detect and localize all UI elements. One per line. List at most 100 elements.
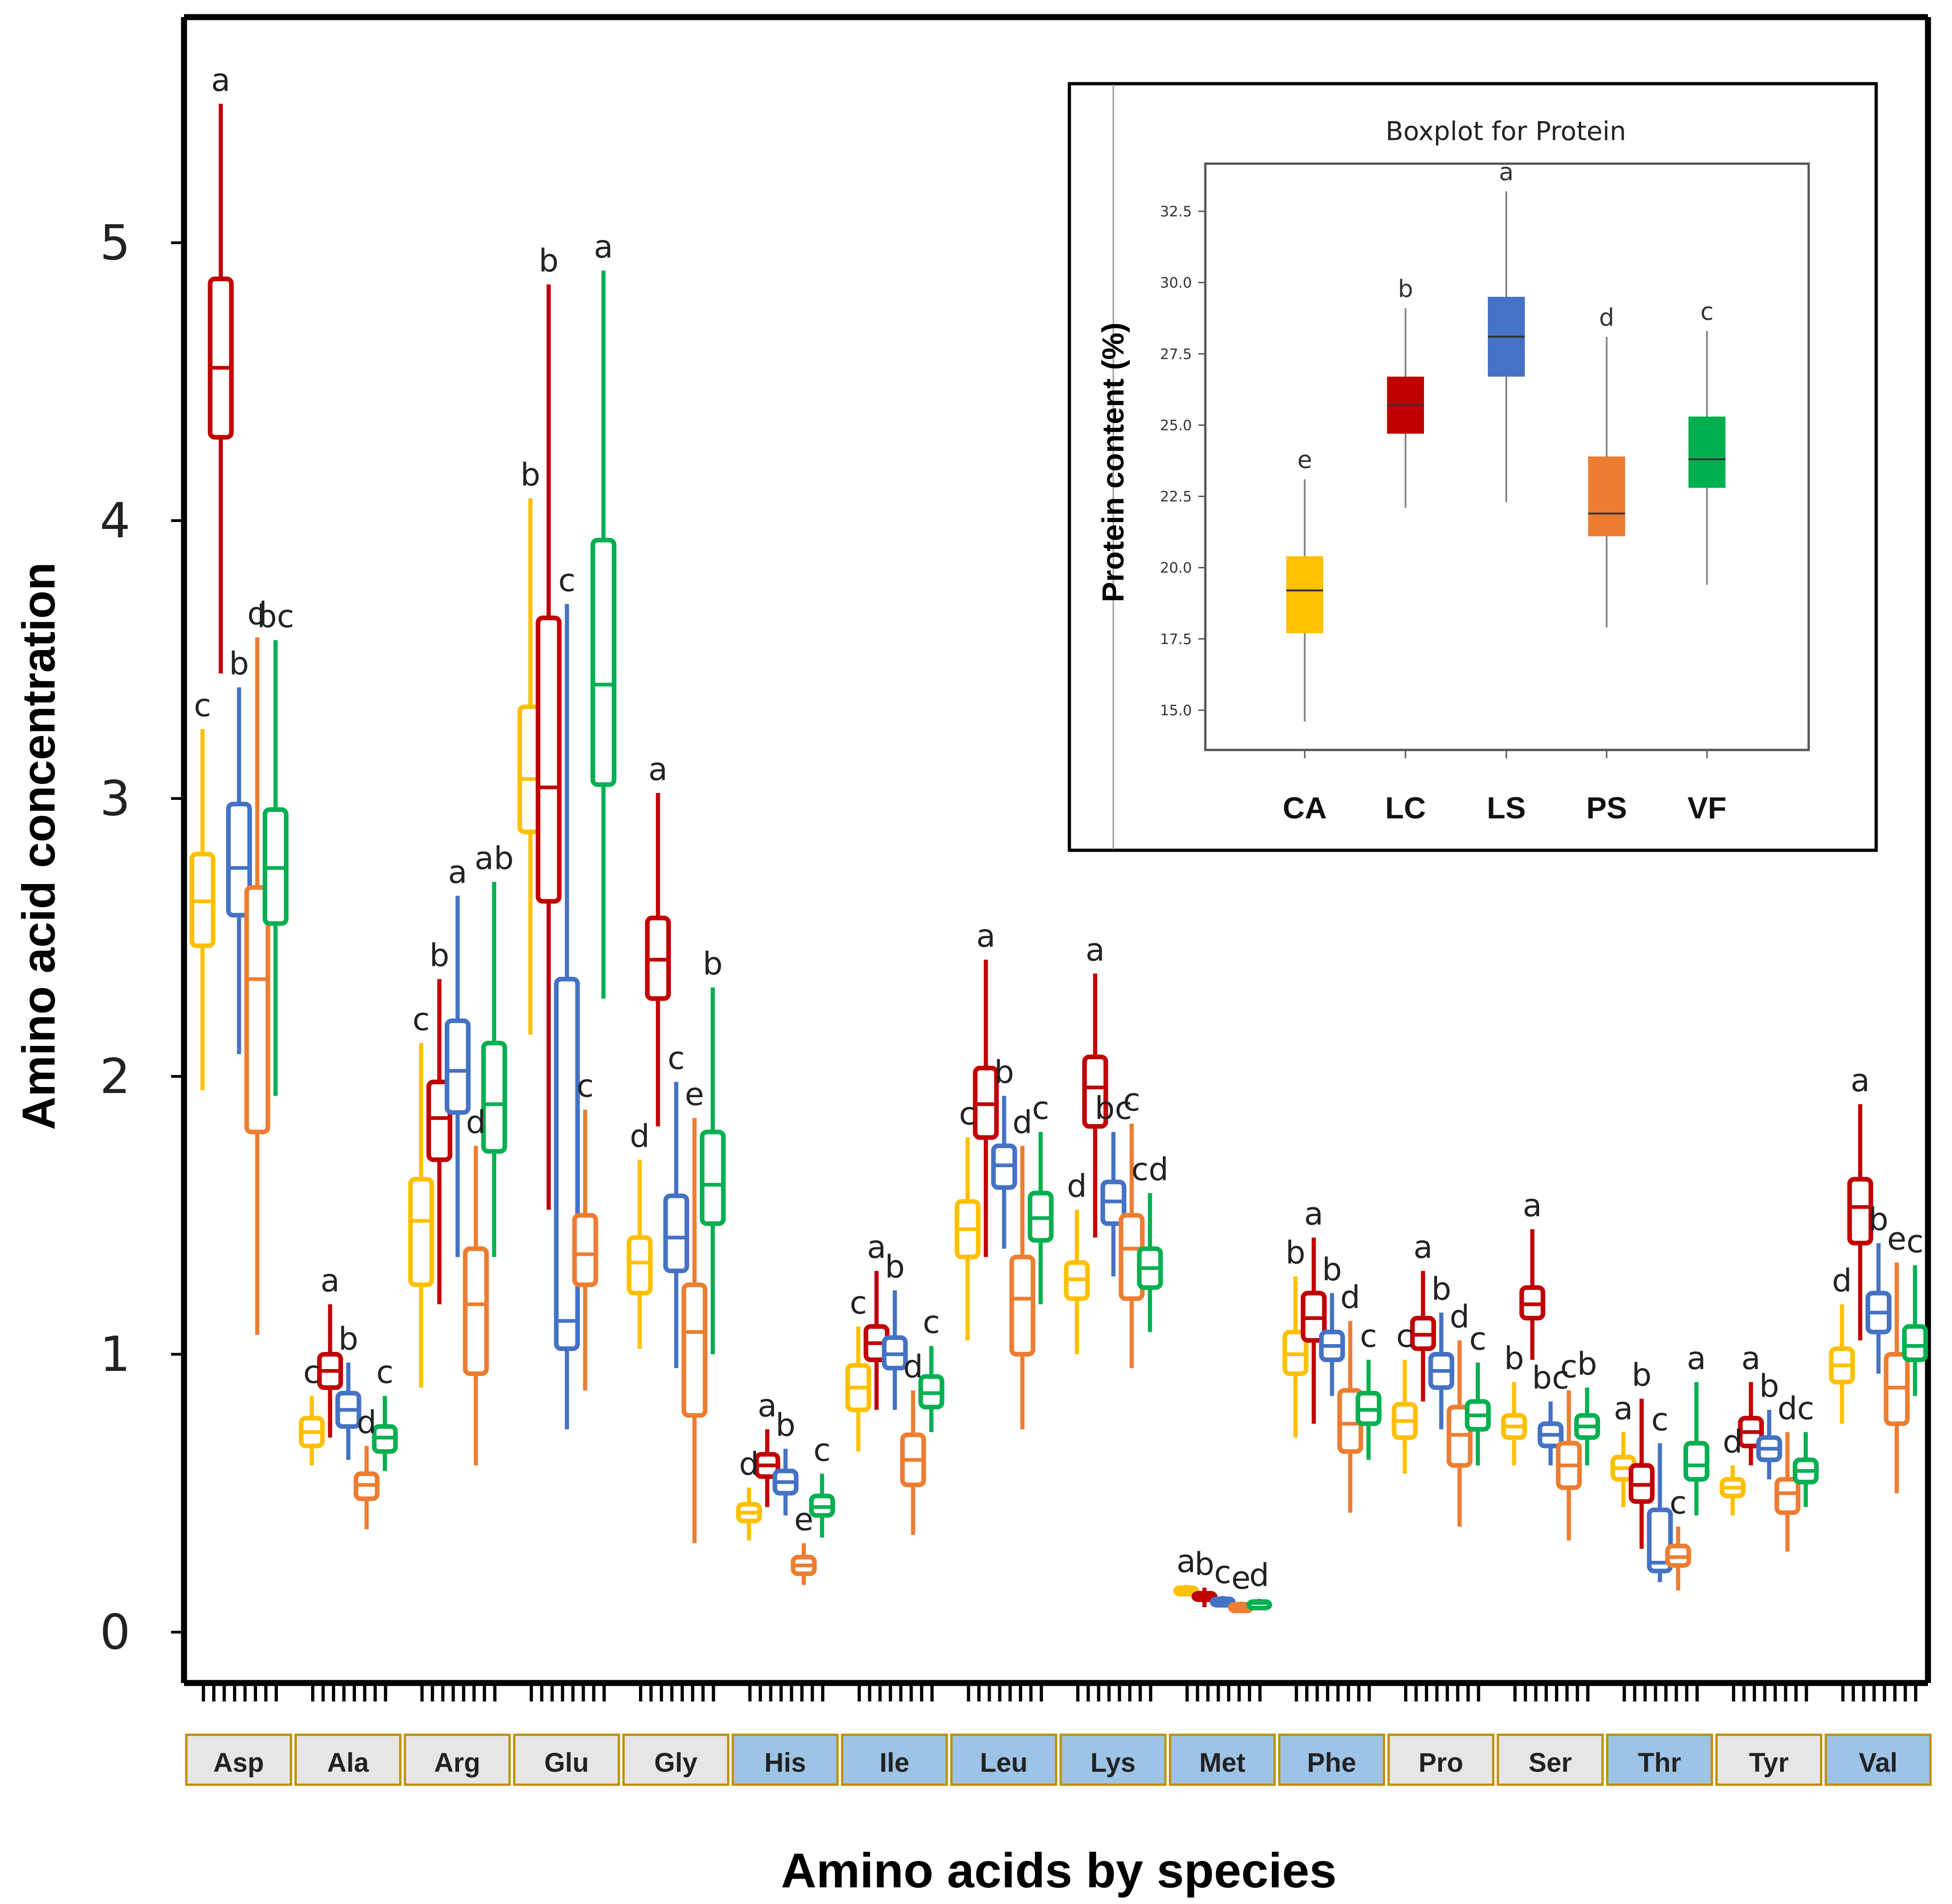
ala-ca-letter: c [303, 1354, 320, 1391]
thr-lc-letter: b [1632, 1357, 1651, 1394]
category-label-tyr: Tyr [1749, 1748, 1789, 1778]
pro-vf-letter: c [1469, 1321, 1486, 1357]
inset-x-label-ca: CA [1283, 791, 1326, 825]
inset-y-tick-label: 15.0 [1160, 702, 1192, 719]
his-ls-letter: b [775, 1407, 795, 1443]
category-label-asp: Asp [213, 1748, 264, 1778]
inset-ps-letter: d [1599, 304, 1614, 332]
ala-vf-letter: c [376, 1354, 393, 1391]
gly-ca-box [626, 1235, 653, 1296]
glu-lc-box [535, 615, 562, 904]
ala-lc-letter: a [320, 1263, 340, 1299]
tyr-ls-letter: b [1759, 1368, 1779, 1405]
thr-ls-letter: c [1651, 1401, 1669, 1438]
ser-vf-letter: b [1577, 1346, 1597, 1382]
met-ca-letter: a [1177, 1543, 1196, 1580]
category-label-ile: Ile [879, 1748, 909, 1778]
category-box-asp [185, 1733, 292, 1786]
lys-ca-letter: d [1067, 1168, 1087, 1204]
category-box-gly [622, 1733, 730, 1786]
inset-x-label-lc: LC [1385, 791, 1426, 825]
asp-lc-box [208, 276, 234, 440]
y-tick-label-5: 5 [100, 215, 130, 271]
glu-ps-box [572, 1213, 598, 1287]
y-tick-label-3: 3 [100, 770, 130, 827]
y-tick-label-4: 4 [100, 492, 130, 549]
category-box-tyr [1715, 1733, 1823, 1786]
arg-ls-box [444, 1018, 471, 1115]
his-ca-letter: d [739, 1446, 759, 1482]
pro-lc-letter: a [1413, 1229, 1433, 1266]
arg-ca-letter: c [412, 1001, 430, 1038]
category-label-phe: Phe [1307, 1748, 1356, 1778]
ser-ca-letter: b [1504, 1340, 1524, 1377]
his-ps-letter: e [794, 1502, 814, 1538]
category-box-pro [1387, 1733, 1495, 1786]
ser-ls-letter: bc [1532, 1360, 1570, 1396]
arg-ls-letter: a [448, 854, 467, 891]
x-axis-ticks [202, 1683, 1917, 1701]
inset-ca-box [1286, 556, 1323, 633]
glu-ls-letter: c [559, 562, 576, 599]
arg-vf-letter: ab [474, 840, 514, 877]
ala-ps-letter: d [356, 1404, 376, 1441]
significance-letters-layer: cabdbccabdccbadabbbccadacebdabeccabdccab… [194, 62, 1923, 1597]
gly-ls-letter: c [668, 1040, 685, 1077]
y-tick-label-2: 2 [100, 1048, 130, 1105]
leu-ps-letter: d [1013, 1104, 1032, 1141]
category-label-his: His [764, 1748, 806, 1778]
category-label-gly: Gly [654, 1748, 698, 1778]
leu-ps-box [1009, 1254, 1036, 1357]
leu-ls-letter: b [994, 1054, 1014, 1091]
category-box-arg [404, 1733, 511, 1786]
category-label-glu: Glu [544, 1748, 589, 1778]
main-plot-area: cabdbccabdccbadabbbccadacebdabeccabdccab… [181, 14, 1931, 1701]
arg-lc-letter: b [430, 938, 449, 974]
phe-ca-letter: b [1285, 1235, 1305, 1271]
asp-vf-letter: bc [257, 598, 295, 635]
asp-ls-letter: b [229, 646, 249, 682]
tyr-vf-letter: c [1797, 1390, 1814, 1427]
asp-ca-letter: c [194, 688, 211, 724]
category-box-ala [294, 1733, 402, 1786]
met-vf-letter: d [1249, 1557, 1269, 1594]
inset-y-tick-label: 30.0 [1160, 275, 1192, 291]
lys-vf-letter: cd [1131, 1151, 1169, 1188]
gly-ps-letter: e [685, 1076, 704, 1113]
inset-protein-boxplot: Boxplot for Protein 15.0 17.5 20.0 22.5 25.0… [1068, 82, 1878, 852]
inset-x-label-ls: LS [1487, 791, 1526, 825]
inset-ls-letter: a [1499, 159, 1514, 186]
asp-ls-box [226, 802, 252, 918]
glu-lc-letter: b [539, 243, 559, 279]
thr-ca-letter: a [1614, 1390, 1633, 1427]
val-lc-letter: a [1851, 1063, 1870, 1099]
ser-ps-letter: c [1560, 1349, 1578, 1385]
inset-y-axis-label: Protein content (%) [1096, 323, 1130, 602]
thr-vf-letter: a [1687, 1340, 1706, 1377]
arg-vf-box [481, 1040, 507, 1154]
gly-vf-box [700, 1130, 726, 1226]
inset-y-tick-label: 22.5 [1160, 489, 1192, 505]
y-tick-label-1: 1 [100, 1326, 130, 1382]
lys-ls-letter: bc [1095, 1090, 1132, 1127]
inset-lc-letter: b [1398, 276, 1413, 303]
category-box-leu [950, 1733, 1057, 1786]
met-lc-letter: b [1195, 1546, 1215, 1583]
glu-vf-box [590, 538, 617, 787]
ile-lc-letter: a [867, 1229, 886, 1266]
inset-y-tick-label: 20.0 [1160, 560, 1192, 577]
category-label-ala: Ala [327, 1748, 369, 1778]
category-box-ser [1497, 1733, 1604, 1786]
inset-title: Boxplot for Protein [1386, 117, 1626, 147]
inset-y-tick-label: 25.0 [1160, 417, 1192, 434]
tyr-ps-letter: d [1778, 1390, 1798, 1427]
ile-vf-letter: c [923, 1304, 940, 1341]
boxes-layer [190, 104, 1928, 1613]
category-box-his [731, 1733, 839, 1786]
tyr-ca-letter: d [1723, 1424, 1743, 1460]
y-axis-label: Amino acid concentration [13, 562, 65, 1130]
val-vf-letter: c [1906, 1224, 1923, 1260]
gly-ca-letter: d [630, 1118, 650, 1155]
asp-ps-box [244, 885, 270, 1135]
category-label-ser: Ser [1528, 1748, 1572, 1778]
